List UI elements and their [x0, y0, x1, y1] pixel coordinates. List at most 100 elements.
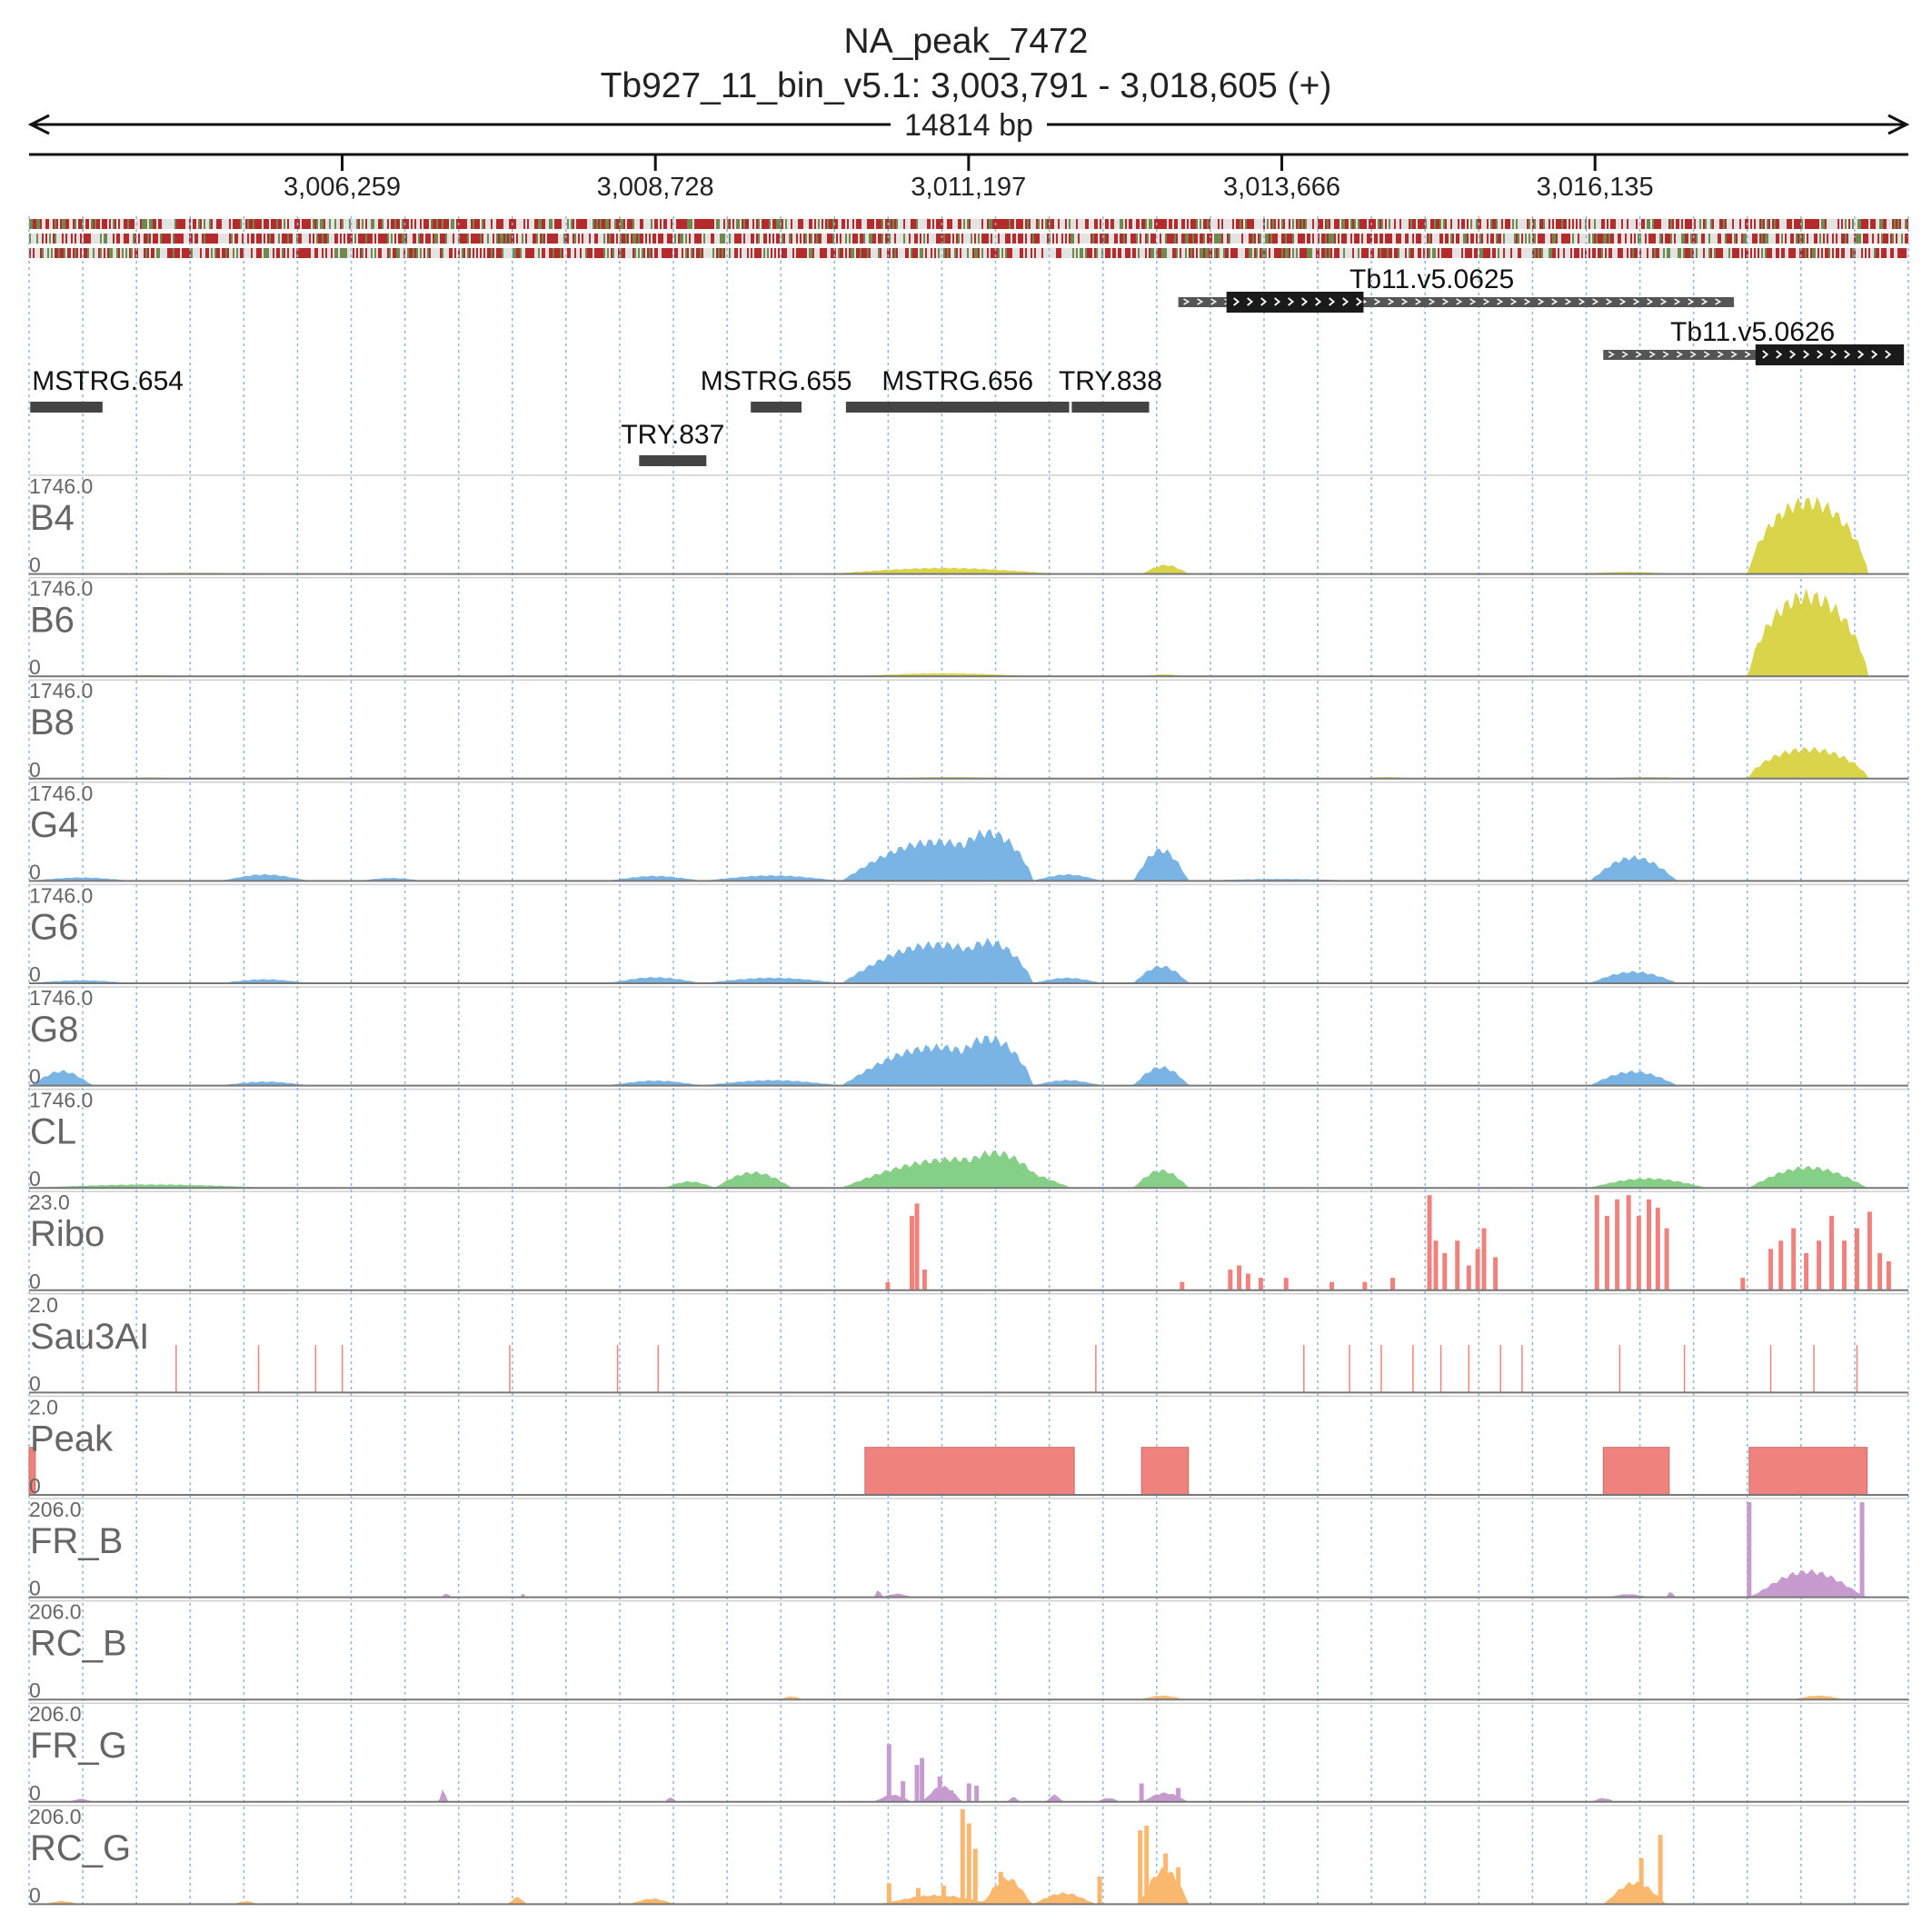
signal-spike [1466, 1265, 1471, 1290]
signal-spike [966, 1783, 971, 1802]
track-max-value: 2.0 [29, 1293, 58, 1317]
track-name-label: FR_G [30, 1726, 127, 1766]
ruler-tick-label: 3,006,259 [284, 173, 401, 202]
signal-spike [1144, 1826, 1150, 1905]
sequence-ticks-green [42, 248, 1876, 258]
track-name-label: B8 [30, 702, 75, 742]
sequence-ticks-green [29, 234, 1903, 244]
span-length-label: 14814 bp [904, 108, 1033, 143]
track-min-value: 0 [29, 1065, 41, 1089]
feature-bar [30, 402, 103, 413]
sequence-row-background [29, 234, 1908, 244]
track-min-value: 0 [29, 1883, 41, 1907]
figure-subtitle: Tb927_11_bin_v5.1: 3,003,791 - 3,018,605… [601, 66, 1332, 105]
signal-spike [1604, 1215, 1609, 1290]
signal-spike [937, 1776, 942, 1802]
signal-spike [920, 1758, 925, 1802]
signal-spike [1740, 1278, 1746, 1290]
signal-spike [914, 1203, 920, 1290]
track-min-value: 0 [29, 860, 41, 883]
vertical-gridlines [28, 216, 1909, 1905]
signal-spike [1442, 1252, 1448, 1290]
track-min-value: 0 [29, 1371, 41, 1395]
signal-spike [1817, 1240, 1822, 1290]
signal-spike [909, 1215, 914, 1290]
feature-label: TRY.837 [621, 420, 724, 450]
track-name-label: B6 [30, 601, 75, 641]
track-min-value: 0 [29, 758, 41, 782]
signal-spike [1390, 1278, 1396, 1290]
track-max-value: 206.0 [29, 1805, 82, 1828]
signal-spike [974, 1786, 980, 1802]
signal-spike [1594, 1195, 1599, 1290]
gene-annotation-track: Tb11.v5.0625 Tb11.v5.0626 MSTRG.654 MSTRG.6… [30, 264, 1905, 466]
signal-spike [1097, 1876, 1102, 1905]
track-name-label: B4 [30, 498, 75, 538]
track-name-label: Peak [30, 1419, 114, 1459]
track-labels: 1746.0B401746.0B601746.0B801746.0G401746… [29, 474, 149, 1907]
signal-spike [1877, 1252, 1883, 1290]
peak-interval [1748, 1447, 1868, 1496]
track-min-value: 0 [29, 962, 41, 986]
peak-interval [1602, 1447, 1670, 1496]
track-name-label: Ribo [30, 1214, 105, 1254]
feature-bar [1071, 402, 1150, 413]
track-name-label: FR_B [30, 1521, 123, 1561]
track-max-value: 1746.0 [29, 782, 93, 805]
track-min-value: 0 [29, 1167, 41, 1190]
span-arrow-left-head [27, 114, 50, 135]
signal-spike [1867, 1211, 1872, 1290]
signal-spike [886, 1883, 891, 1905]
track-name-label: G6 [30, 907, 78, 947]
track-name-label: RC_B [30, 1624, 127, 1664]
signal-spike [1455, 1240, 1460, 1290]
signal-spike [1636, 1215, 1641, 1290]
gene-label: Tb11.v5.0625 [1349, 264, 1514, 294]
sequence-ticks-red [42, 234, 1908, 244]
feature-label: MSTRG.655 [701, 366, 852, 396]
signal-spike [966, 1823, 971, 1905]
ruler-tick-label: 3,008,728 [597, 173, 714, 202]
track-name-label: RC_G [30, 1828, 131, 1868]
track-min-value: 0 [29, 1781, 41, 1805]
signal-spike [1481, 1228, 1487, 1290]
signal-spike [1055, 1895, 1061, 1905]
track-min-value: 0 [29, 1474, 41, 1498]
background-layer [29, 219, 1908, 1807]
ruler-tick-label: 3,013,666 [1223, 173, 1340, 202]
signal-spike [914, 1765, 920, 1802]
track-min-value: 0 [29, 553, 41, 577]
signal-spike [885, 1281, 891, 1290]
signal-spike [998, 1871, 1003, 1905]
header: NA_peak_7472 Tb927_11_bin_v5.1: 3,003,79… [601, 22, 1332, 105]
signal-spike [1658, 1835, 1663, 1905]
feature-bar [751, 402, 802, 413]
ruler-tick-label: 3,011,197 [911, 173, 1026, 202]
signal-spike [1433, 1240, 1439, 1290]
signal-spike [1493, 1257, 1499, 1290]
signal-spike [972, 1848, 978, 1905]
cds-block [1226, 292, 1364, 313]
track-max-value: 206.0 [29, 1702, 82, 1726]
figure-title: NA_peak_7472 [844, 22, 1089, 61]
signal-spike [1655, 1207, 1660, 1290]
signal-spike [1329, 1281, 1335, 1290]
transcript-bar [1603, 350, 1905, 360]
data-layer [28, 496, 1908, 1906]
signal-spike [1258, 1278, 1263, 1290]
signal-spike [1886, 1260, 1891, 1290]
signal-spike [1283, 1278, 1289, 1290]
coordinate-ruler: 14814 bp 3,006,259 3,008,728 3,011,197 3,013… [27, 108, 1910, 202]
track-min-value: 0 [29, 1577, 41, 1600]
track-max-value: 1746.0 [29, 474, 93, 498]
signal-spike [1854, 1228, 1859, 1290]
track-name-label: Sau3AI [30, 1317, 149, 1357]
signal-spike [915, 1887, 921, 1905]
signal-spike [1237, 1265, 1242, 1290]
signal-spike [1829, 1215, 1835, 1290]
signal-spike [1647, 1199, 1652, 1290]
signal-spike [1176, 1867, 1181, 1905]
track-max-value: 23.0 [29, 1190, 70, 1214]
signal-spike [1859, 1502, 1865, 1598]
